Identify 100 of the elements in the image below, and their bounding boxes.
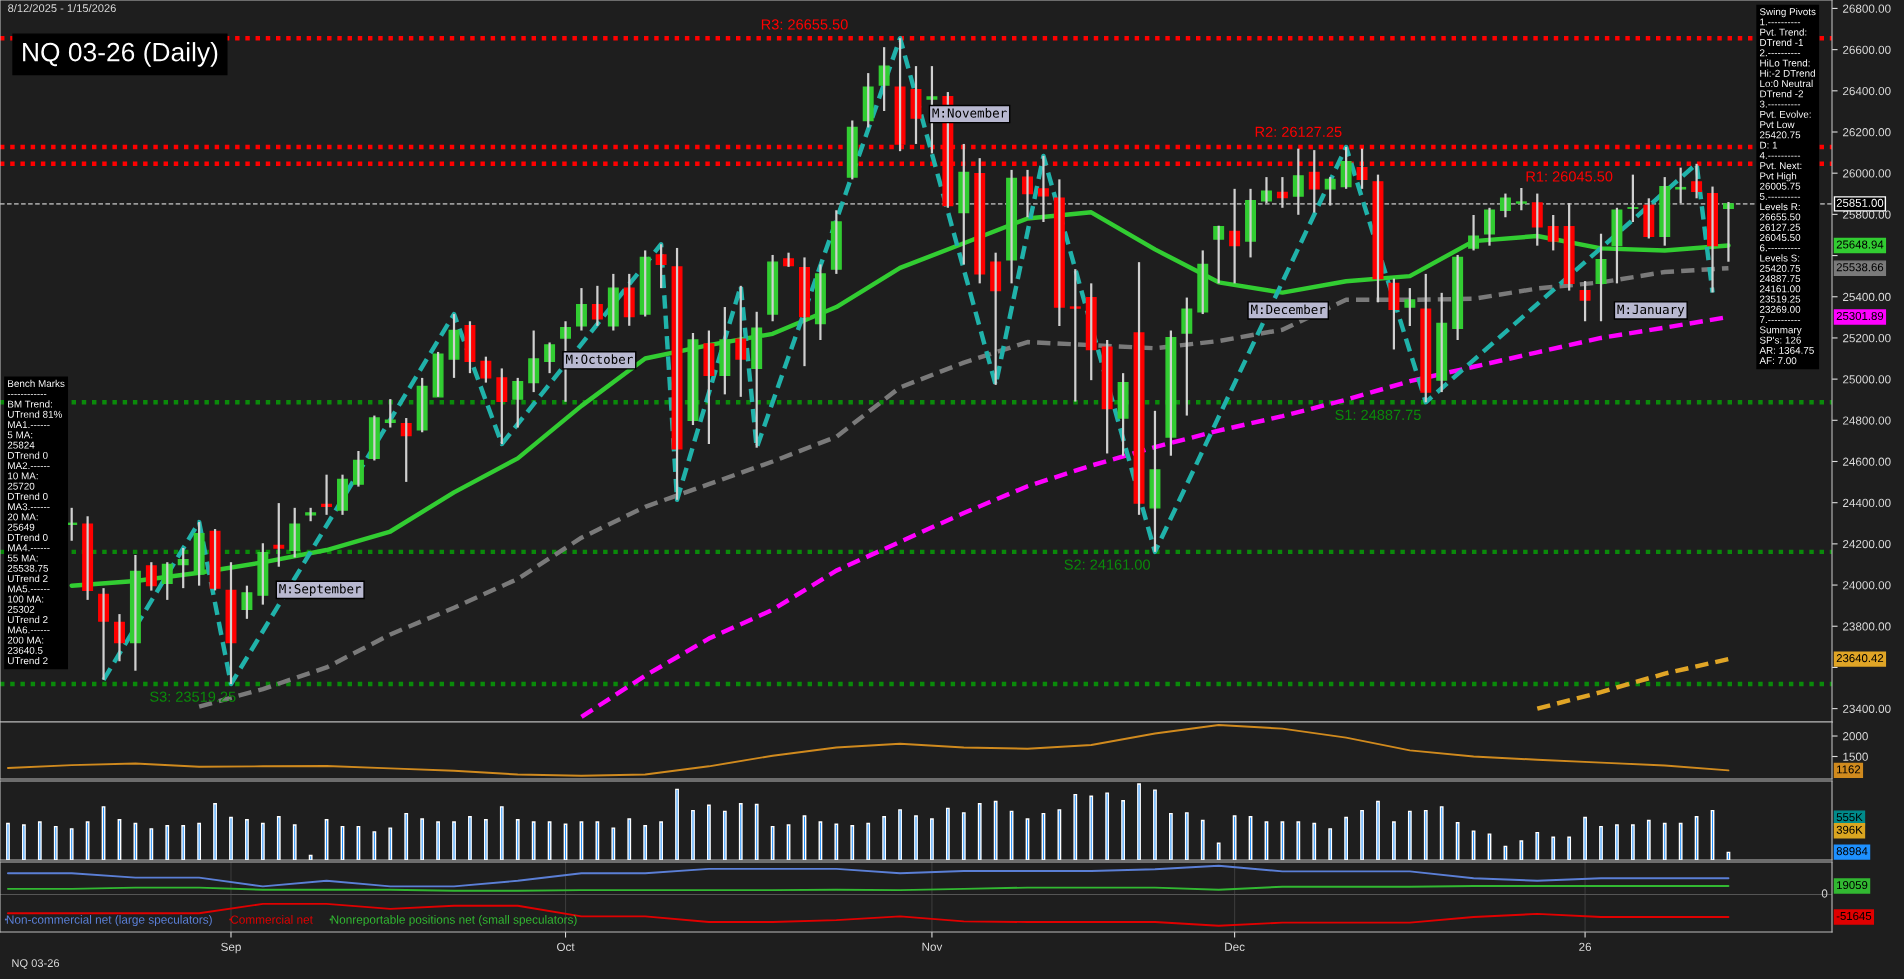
y-tick-label: 23400.00: [1843, 704, 1891, 713]
y-tick-label: 25800.00: [1843, 210, 1891, 219]
bar: [754, 803, 759, 860]
text: Swing Pivots 1.---------- Pvt. Trend: DTrend -1 2.---------- HiLo Trend: Hi:-2 DTrend Lo:0 Neutral DTrend -2 3.---------- Pvt. Evolve: Pvt Low 25420.75 D: 1 4.---------- Pvt. Next: Pvt High 26005.75 5.---------- Levels R: 26655.50 26127.25 26045.50 6.---------- Levels S: 25420.75 24887.75 24161.00 23519.25 23269.00 7.---------- Summary SP's: 126 AR: 1364.75 AF: 7.00: [1759, 7, 1816, 365]
candlestick: [1069, 268, 1081, 403]
bar: [53, 825, 58, 860]
bar: [707, 804, 711, 860]
bar: [1567, 836, 1572, 860]
bar: [945, 807, 950, 860]
bar: [1551, 836, 1556, 860]
annotation: M:November: [932, 108, 1007, 118]
text: 25648.94: [1836, 240, 1884, 249]
y-tick-label: 26000.00: [1843, 169, 1891, 178]
bar: [483, 819, 488, 860]
bar: [165, 825, 170, 860]
text: NQ 03-26 (Daily): [23, 42, 218, 67]
bar: [1599, 825, 1603, 860]
bar: [738, 803, 743, 860]
bar: [292, 824, 297, 860]
bar: [468, 816, 472, 860]
bar: [1344, 816, 1349, 860]
bar: [1519, 840, 1524, 860]
bar: [1646, 819, 1651, 860]
y-tick-label: 24400.00: [1843, 498, 1891, 508]
bar: [260, 822, 265, 860]
bar: [213, 803, 217, 860]
text: NQ 03-26: [12, 959, 60, 969]
y-tick-label: 26600.00: [1843, 45, 1891, 54]
bar: [1312, 822, 1317, 860]
text: 19059: [1837, 881, 1868, 890]
bar: [515, 819, 520, 860]
bar: [1423, 809, 1428, 860]
bar: [834, 823, 839, 860]
ref-line-label: R2: 26127.25: [1255, 126, 1342, 138]
bar: [627, 818, 632, 860]
bar: [1376, 800, 1380, 860]
annotation: M:October: [566, 354, 633, 364]
bar: [1057, 809, 1062, 860]
bar: [69, 828, 74, 860]
y-tick-label: 26800.00: [1843, 4, 1891, 13]
x-tick-label: Nov: [922, 942, 943, 951]
candlestick: [1515, 186, 1527, 212]
bar: [1407, 810, 1412, 860]
bar: [388, 827, 393, 860]
bar: [611, 827, 616, 860]
bar: [1535, 831, 1540, 860]
y-tick-label: 25000.00: [1843, 375, 1891, 384]
candlestick: [1404, 286, 1416, 328]
bar: [1121, 800, 1125, 860]
y-tick-label: 24600.00: [1843, 457, 1891, 466]
bar: [1073, 793, 1078, 860]
bar: [1216, 842, 1221, 860]
bar: [37, 821, 42, 860]
bar: [722, 810, 727, 860]
bar: [961, 812, 966, 860]
x-tick-label: Dec: [1225, 942, 1245, 951]
text: -51645: [1836, 911, 1872, 921]
bar: [276, 816, 281, 860]
bar: [1296, 821, 1301, 860]
bar: [643, 825, 648, 860]
bar: [1615, 824, 1619, 860]
line-series: [7, 723, 1730, 777]
bar: [1360, 809, 1364, 860]
bar: [1200, 819, 1205, 860]
ref-line-label: S3: 23519.25: [150, 691, 236, 702]
x-tick-label: 26: [1579, 942, 1592, 951]
text: 396K: [1836, 825, 1863, 834]
ref-line-label: S1: 24887.75: [1335, 409, 1421, 421]
bar: [993, 800, 998, 860]
bar: [229, 816, 233, 860]
bar: [197, 822, 202, 860]
bar: [420, 818, 425, 860]
annotation: M:September: [279, 583, 362, 596]
bar: [977, 803, 982, 860]
bar: [149, 828, 154, 860]
bar: [914, 815, 918, 860]
bar: [1583, 816, 1587, 860]
ref-line-label: R3: 26655.50: [761, 19, 848, 30]
annotation: M:December: [1251, 304, 1326, 315]
ref-line-label: S2: 24161.00: [1064, 559, 1150, 570]
y-tick-label: 25400.00: [1843, 292, 1891, 302]
bar: [531, 821, 536, 860]
bar: [404, 812, 409, 860]
bar: [1168, 812, 1173, 860]
legend-label: Nonreportable positions net (small speculators): [331, 915, 577, 927]
text: 88984: [1836, 847, 1868, 856]
bar: [1153, 789, 1157, 860]
bar: [245, 819, 249, 860]
line-series: [1535, 656, 1731, 711]
text: 555K: [1836, 813, 1863, 822]
bar: [850, 825, 855, 860]
bar: [181, 825, 186, 860]
bar: [1630, 824, 1635, 860]
bar: [898, 809, 902, 860]
bar: [1105, 792, 1110, 860]
annotation: 0: [1821, 889, 1828, 898]
legend-label: Commercial net: [230, 915, 313, 924]
bar: [1137, 783, 1141, 860]
legend-label: Non-commercial net (large speculators): [6, 915, 212, 927]
y-tick-label: 25200.00: [1843, 334, 1891, 343]
